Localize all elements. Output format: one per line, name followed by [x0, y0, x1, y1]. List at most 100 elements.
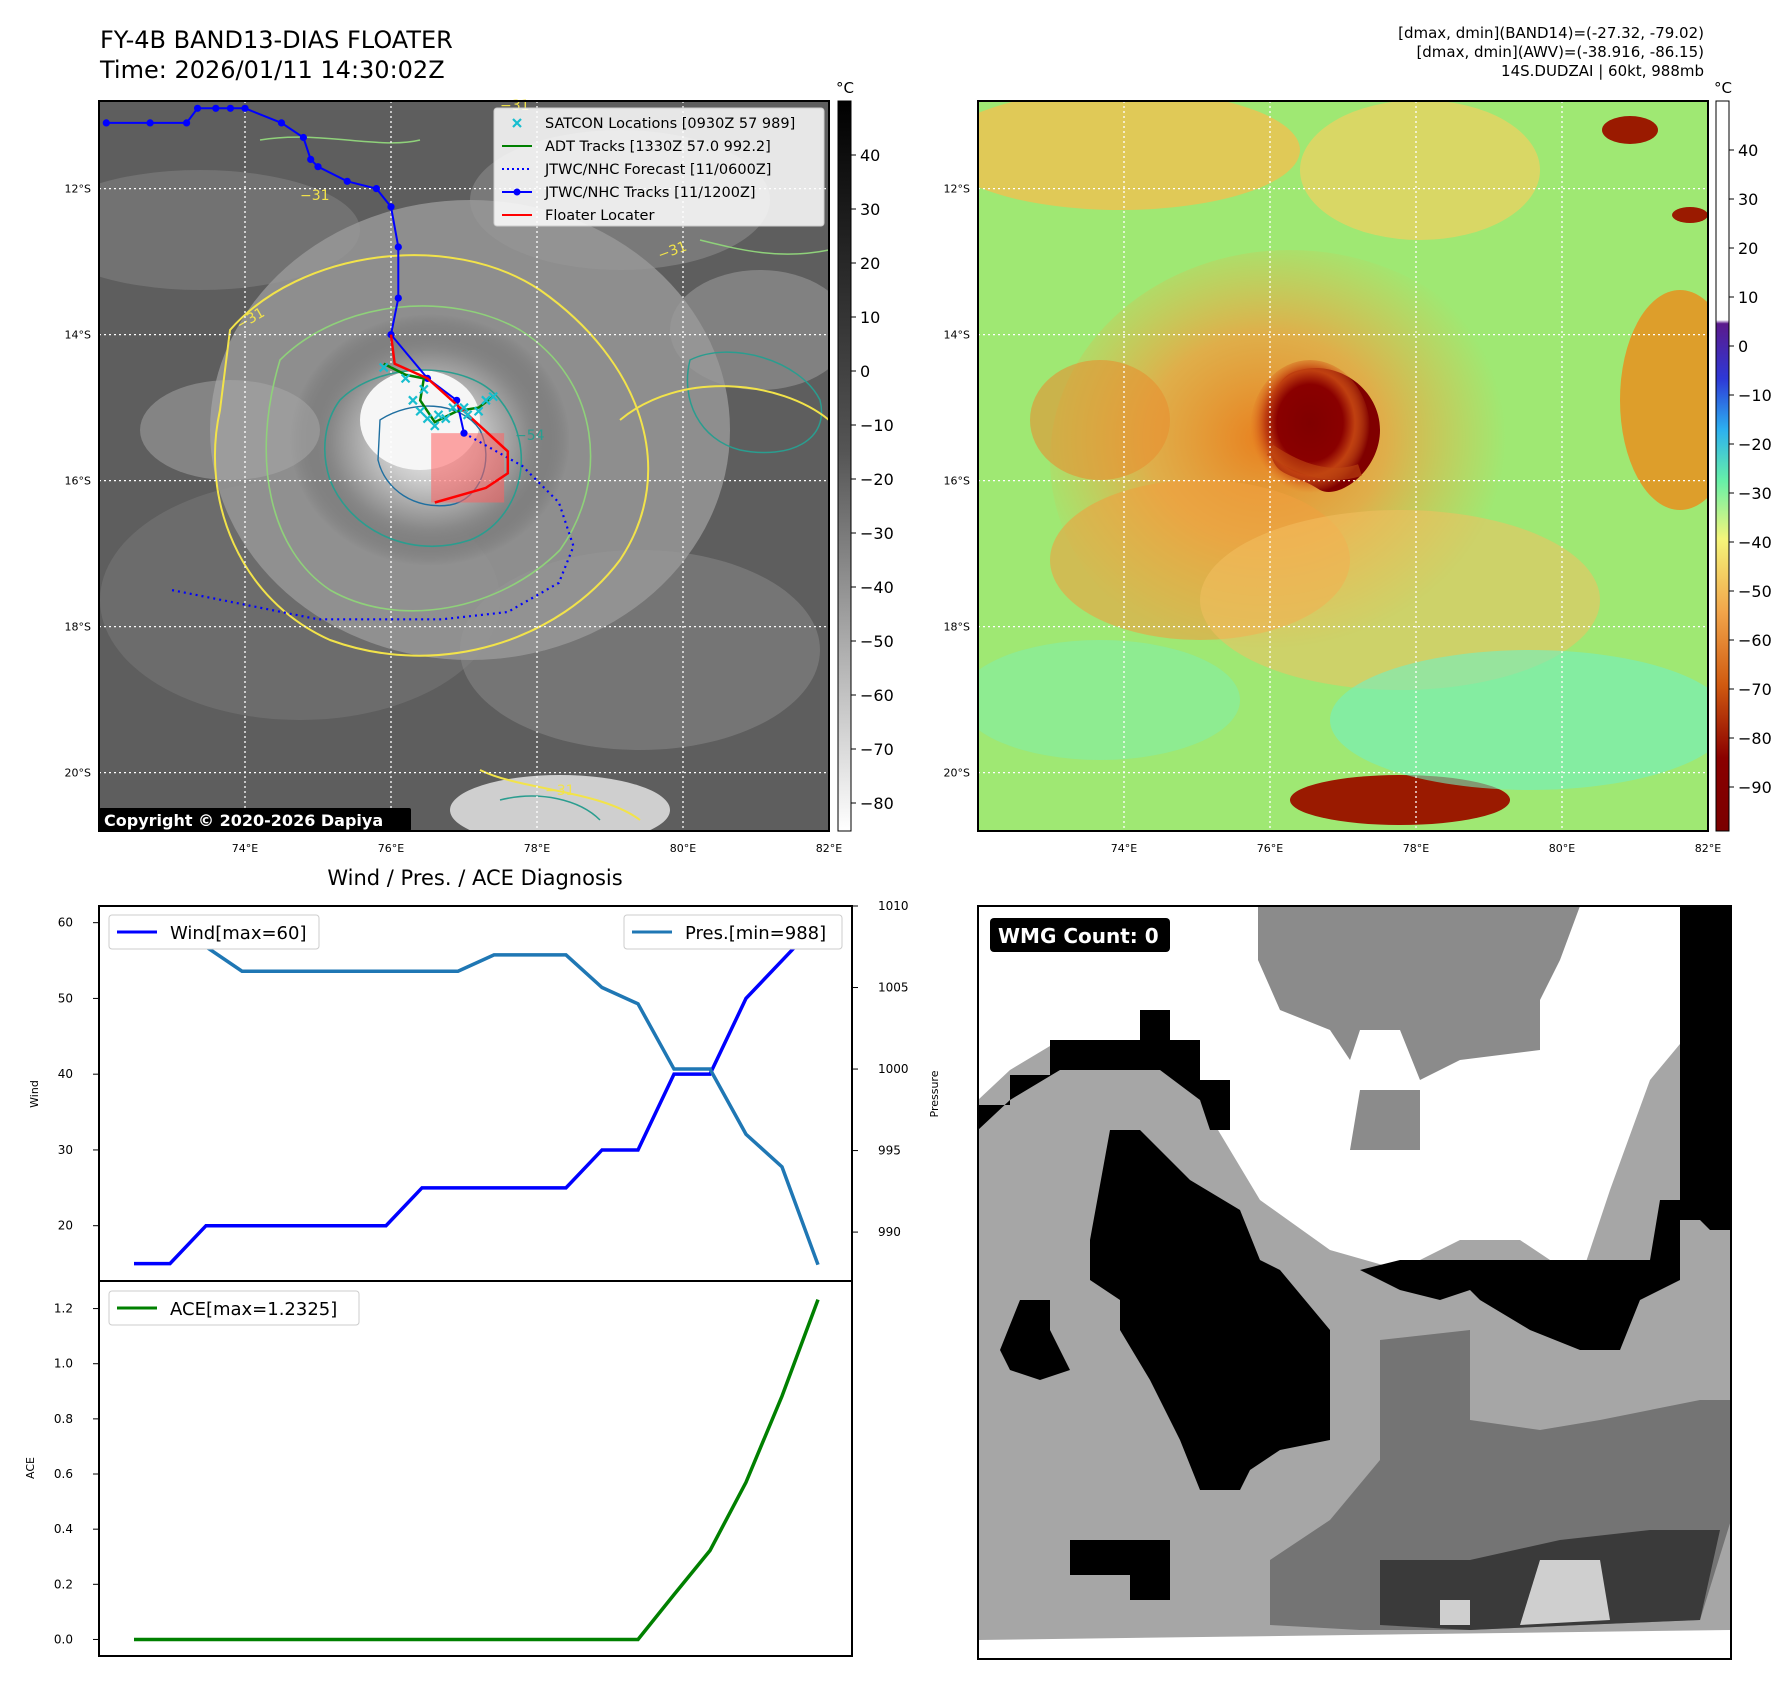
lon-tick-label: 80°E	[670, 842, 696, 855]
satcon-marker	[400, 373, 411, 384]
jtwc-track-point	[343, 177, 351, 185]
awv-gridlines	[978, 101, 1709, 831]
ir-colorbar-unit: °C	[836, 79, 854, 97]
diagnosis-panel: Wind / Pres. / ACE Diagnosis 20 30 40 50 60 9…	[24, 866, 941, 1657]
colorbar-tick-label: −30	[1738, 484, 1772, 503]
colorbar-tick-label: 40	[1738, 141, 1758, 160]
ace-series-line	[134, 1299, 820, 1642]
ir-panel: −31 −31 −31 −31 −54 −31 SATCON Locations…	[98, 98, 830, 832]
ir-colorbar-ticks: 40 30 20 10 0 −10 −20 −30 −40 −50 −60 −70 −80	[851, 146, 894, 813]
wind-tick-label: 30	[58, 1143, 73, 1157]
satcon-marker	[473, 406, 484, 417]
colorbar-tick-label: −70	[1738, 680, 1772, 699]
wind-legend-label: Wind[max=60]	[170, 923, 307, 944]
jtwc-track-point	[314, 163, 322, 171]
legend-label: ADT Tracks [1330Z 57.0 992.2]	[545, 139, 771, 155]
jtwc-track-point	[102, 119, 110, 127]
lat-tick-label: 18°S	[944, 621, 970, 634]
jtwc-track-point	[183, 119, 191, 127]
ace-axes	[98, 1280, 853, 1657]
wind-series-line	[134, 921, 820, 1266]
pres-tick-label: 990	[878, 1225, 901, 1239]
colorbar-tick-label: 0	[860, 362, 870, 381]
ace-tick-label: 1.0	[54, 1357, 73, 1371]
copyright-text: Copyright © 2020-2026 Dapiya	[104, 811, 383, 830]
awv-imagery	[978, 101, 1708, 825]
ir-colorbar-strip	[837, 100, 852, 832]
ir-legend: SATCON Locations [0930Z 57 989] ADT Track…	[502, 116, 795, 224]
wmg-count-label: WMG Count: 0	[998, 924, 1159, 948]
diagnosis-title: Wind / Pres. / ACE Diagnosis	[327, 866, 622, 890]
lat-tick-label: 14°S	[944, 329, 970, 342]
colorbar-tick-label: 0	[1738, 337, 1748, 356]
legend-label: Floater Locater	[545, 208, 654, 224]
lat-tick-label: 18°S	[65, 621, 91, 634]
ace-legend-box	[108, 1290, 360, 1326]
satcon-marker	[462, 410, 473, 420]
colorbar-tick-label: −50	[860, 632, 894, 651]
colorbar-tick-label: −30	[860, 524, 894, 543]
legend-label: SATCON Locations [0930Z 57 989]	[545, 116, 795, 132]
lat-tick-label: 16°S	[65, 475, 91, 488]
jtwc-track-point	[307, 155, 315, 163]
awv-colorbar-ticks: 40 30 20 10 0 −10 −20 −30 −40 −50 −60 −70 −80 −90	[1729, 141, 1772, 797]
jtwc-track-point	[146, 119, 154, 127]
info-line-1: [dmax, dmin](BAND14)=(-27.32, -79.02)	[1398, 24, 1704, 42]
jtwc-track-point	[387, 203, 395, 211]
jtwc-track-point	[299, 133, 307, 142]
wmg-count-box	[990, 918, 1170, 952]
jtwc-track-point	[226, 104, 234, 112]
lat-tick-label: 12°S	[944, 183, 970, 196]
colorbar-tick-label: 20	[860, 254, 880, 273]
colorbar-tick-label: 40	[860, 146, 880, 165]
lon-tick-label: 74°E	[1111, 842, 1137, 855]
lon-tick-label: 78°E	[524, 842, 550, 855]
lat-tick-label: 14°S	[65, 329, 91, 342]
satcon-marker	[433, 410, 444, 420]
wind-axis-label: Wind	[28, 1080, 41, 1108]
pres-tick-label: 1005	[878, 981, 909, 995]
colorbar-tick-label: −80	[1738, 729, 1772, 748]
ir-tracks	[102, 104, 575, 621]
colorbar-tick-label: −20	[860, 470, 894, 489]
contour-label: −31	[545, 783, 575, 799]
contour-label-inner: −54	[515, 428, 545, 444]
info-line-3: 14S.DUDZAI | 60kt, 988mb	[1501, 62, 1704, 80]
pres-legend-label: Pres.[min=988]	[685, 923, 826, 944]
lon-tick-label: 82°E	[816, 842, 842, 855]
colorbar-tick-label: −50	[1738, 582, 1772, 601]
colorbar-tick-label: −60	[860, 686, 894, 705]
wind-tick-label: 50	[58, 991, 73, 1005]
lon-tick-label: 76°E	[378, 842, 404, 855]
wmg-imagery	[978, 906, 1731, 1640]
lat-tick-label: 20°S	[65, 767, 91, 780]
legend-swatch-dot	[513, 188, 521, 196]
colorbar-tick-label: 10	[860, 308, 880, 327]
jtwc-track-point	[394, 243, 402, 251]
contour-label: −31	[300, 188, 330, 204]
colorbar-tick-label: −90	[1738, 778, 1772, 797]
jtwc-track-point	[277, 119, 286, 127]
lon-tick-label: 80°E	[1549, 842, 1575, 855]
lat-tick-label: 20°S	[944, 767, 970, 780]
awv-colorbar: °C 40 30 20 10 0 −10 −20 −30 −40 −50 −60 −70 −80 −90	[1714, 79, 1772, 832]
floater-box	[431, 433, 505, 503]
pressure-axis-label: Pressure	[928, 1070, 941, 1117]
lon-tick-label: 76°E	[1257, 842, 1283, 855]
awv-colorbar-strip	[1715, 100, 1730, 832]
info-line-2: [dmax, dmin](AWV)=(-38.916, -86.15)	[1416, 43, 1704, 61]
wind-pres-axes	[98, 905, 853, 1282]
jtwc-track-point	[212, 104, 220, 112]
title-line-1: FY-4B BAND13-DIAS FLOATER	[100, 26, 453, 54]
ace-tick-label: 1.2	[54, 1302, 73, 1316]
floater-track-line	[389, 334, 510, 504]
colorbar-tick-label: −80	[860, 794, 894, 813]
satcon-marker	[419, 384, 429, 395]
jtwc-track-point	[372, 185, 380, 193]
colorbar-tick-label: −10	[860, 416, 894, 435]
colorbar-tick-label: −40	[1738, 533, 1772, 552]
lon-tick-label: 74°E	[232, 842, 258, 855]
awv-frame	[977, 100, 1709, 832]
lat-tick-label: 16°S	[944, 475, 970, 488]
ace-axis-label: ACE	[24, 1457, 37, 1479]
